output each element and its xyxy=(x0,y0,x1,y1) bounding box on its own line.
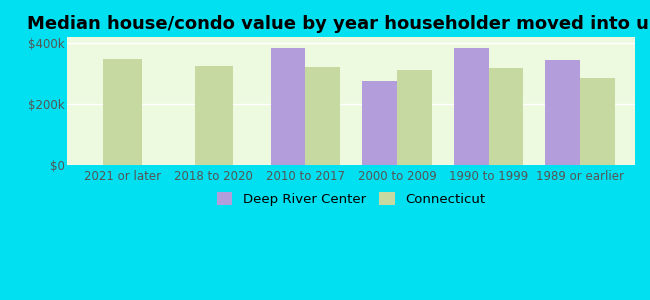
Legend: Deep River Center, Connecticut: Deep River Center, Connecticut xyxy=(211,187,491,211)
Bar xyxy=(580,78,615,165)
Bar xyxy=(103,58,142,165)
Bar xyxy=(194,66,233,165)
Title: Median house/condo value by year householder moved into unit: Median house/condo value by year househo… xyxy=(27,15,650,33)
Bar xyxy=(270,48,306,165)
Bar xyxy=(306,67,340,165)
Bar xyxy=(362,81,397,165)
Bar xyxy=(454,48,489,165)
Bar xyxy=(397,70,432,165)
Bar xyxy=(545,60,580,165)
Bar xyxy=(489,68,523,165)
